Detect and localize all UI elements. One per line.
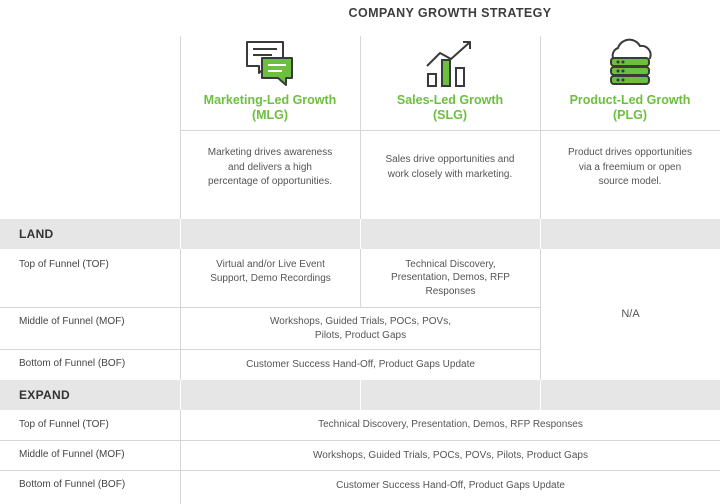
row-label: Top of Funnel (TOF)	[19, 419, 109, 430]
grid-line	[0, 307, 540, 308]
grid-line	[360, 249, 361, 307]
column-name: Marketing-Led Growth	[203, 93, 337, 107]
grid-line	[540, 36, 541, 219]
grid-line	[180, 130, 720, 131]
column-header-slg: Sales-Led Growth (SLG)	[360, 36, 540, 130]
grid-line	[540, 249, 541, 380]
cell-text: Virtual and/or Live Event Support, Demo …	[210, 259, 331, 284]
land-tof-mlg-cell: Virtual and/or Live Event Support, Demo …	[181, 249, 360, 294]
section-heading-land: LAND	[19, 227, 54, 241]
cell-text: Customer Success Hand-Off, Product Gaps …	[336, 480, 565, 492]
grid-line	[540, 380, 541, 410]
grid-line	[180, 380, 181, 410]
land-plg-cell: N/A	[541, 249, 720, 380]
column-abbr: (PLG)	[612, 108, 648, 122]
grid-line	[180, 219, 181, 249]
grid-line	[180, 36, 181, 219]
column-abbr: (SLG)	[432, 108, 468, 122]
row-label: Bottom of Funnel (BOF)	[19, 479, 126, 490]
row-label: Middle of Funnel (MOF)	[19, 316, 125, 327]
column-header-mlg: Marketing-Led Growth (MLG)	[180, 36, 360, 130]
expand-bof-cell: Customer Success Hand-Off, Product Gaps …	[181, 471, 720, 501]
grid-line	[0, 349, 540, 350]
column-description: Marketing drives awareness and delivers …	[207, 147, 333, 187]
section-heading-expand: EXPAND	[19, 388, 70, 402]
cell-text: Technical Discovery, Presentation, Demos…	[318, 419, 583, 431]
column-header-plg: Product-Led Growth (PLG)	[540, 36, 720, 130]
cell-text: Technical Discovery, Presentation, Demos…	[391, 258, 510, 297]
column-name: Product-Led Growth	[569, 93, 691, 107]
grid-line	[0, 470, 720, 471]
cell-text: N/A	[621, 307, 640, 320]
grid-line	[360, 219, 361, 249]
grid-line	[540, 219, 541, 249]
cell-text: Workshops, Guided Trials, POCs, POVs, Pi…	[313, 449, 588, 461]
land-mof-cell: Workshops, Guided Trials, POCs, POVs, Pi…	[181, 308, 540, 349]
chat-bubbles-icon	[244, 38, 296, 88]
grid-line	[360, 380, 361, 410]
row-label: Top of Funnel (TOF)	[19, 259, 109, 270]
grid-line	[180, 410, 181, 504]
cloud-server-icon	[604, 38, 656, 88]
land-tof-slg-cell: Technical Discovery, Presentation, Demos…	[361, 249, 540, 307]
expand-tof-cell: Technical Discovery, Presentation, Demos…	[181, 410, 720, 440]
grid-line	[360, 36, 361, 219]
column-name: Sales-Led Growth	[396, 93, 504, 107]
grid-line	[180, 249, 181, 380]
column-description: Product drives opportunities via a freem…	[568, 147, 692, 187]
cell-text: Workshops, Guided Trials, POCs, POVs, Pi…	[270, 316, 451, 341]
column-abbr: (MLG)	[251, 108, 289, 122]
row-label: Middle of Funnel (MOF)	[19, 449, 125, 460]
row-label: Bottom of Funnel (BOF)	[19, 358, 126, 369]
grid-line	[0, 440, 720, 441]
cell-text: Customer Success Hand-Off, Product Gaps …	[246, 359, 475, 371]
column-description: Sales drive opportunities and work close…	[385, 154, 515, 180]
growth-chart-icon	[424, 38, 476, 88]
page-title: COMPANY GROWTH STRATEGY	[348, 6, 552, 20]
expand-mof-cell: Workshops, Guided Trials, POCs, POVs, Pi…	[181, 441, 720, 470]
land-bof-cell: Customer Success Hand-Off, Product Gaps …	[181, 350, 540, 380]
